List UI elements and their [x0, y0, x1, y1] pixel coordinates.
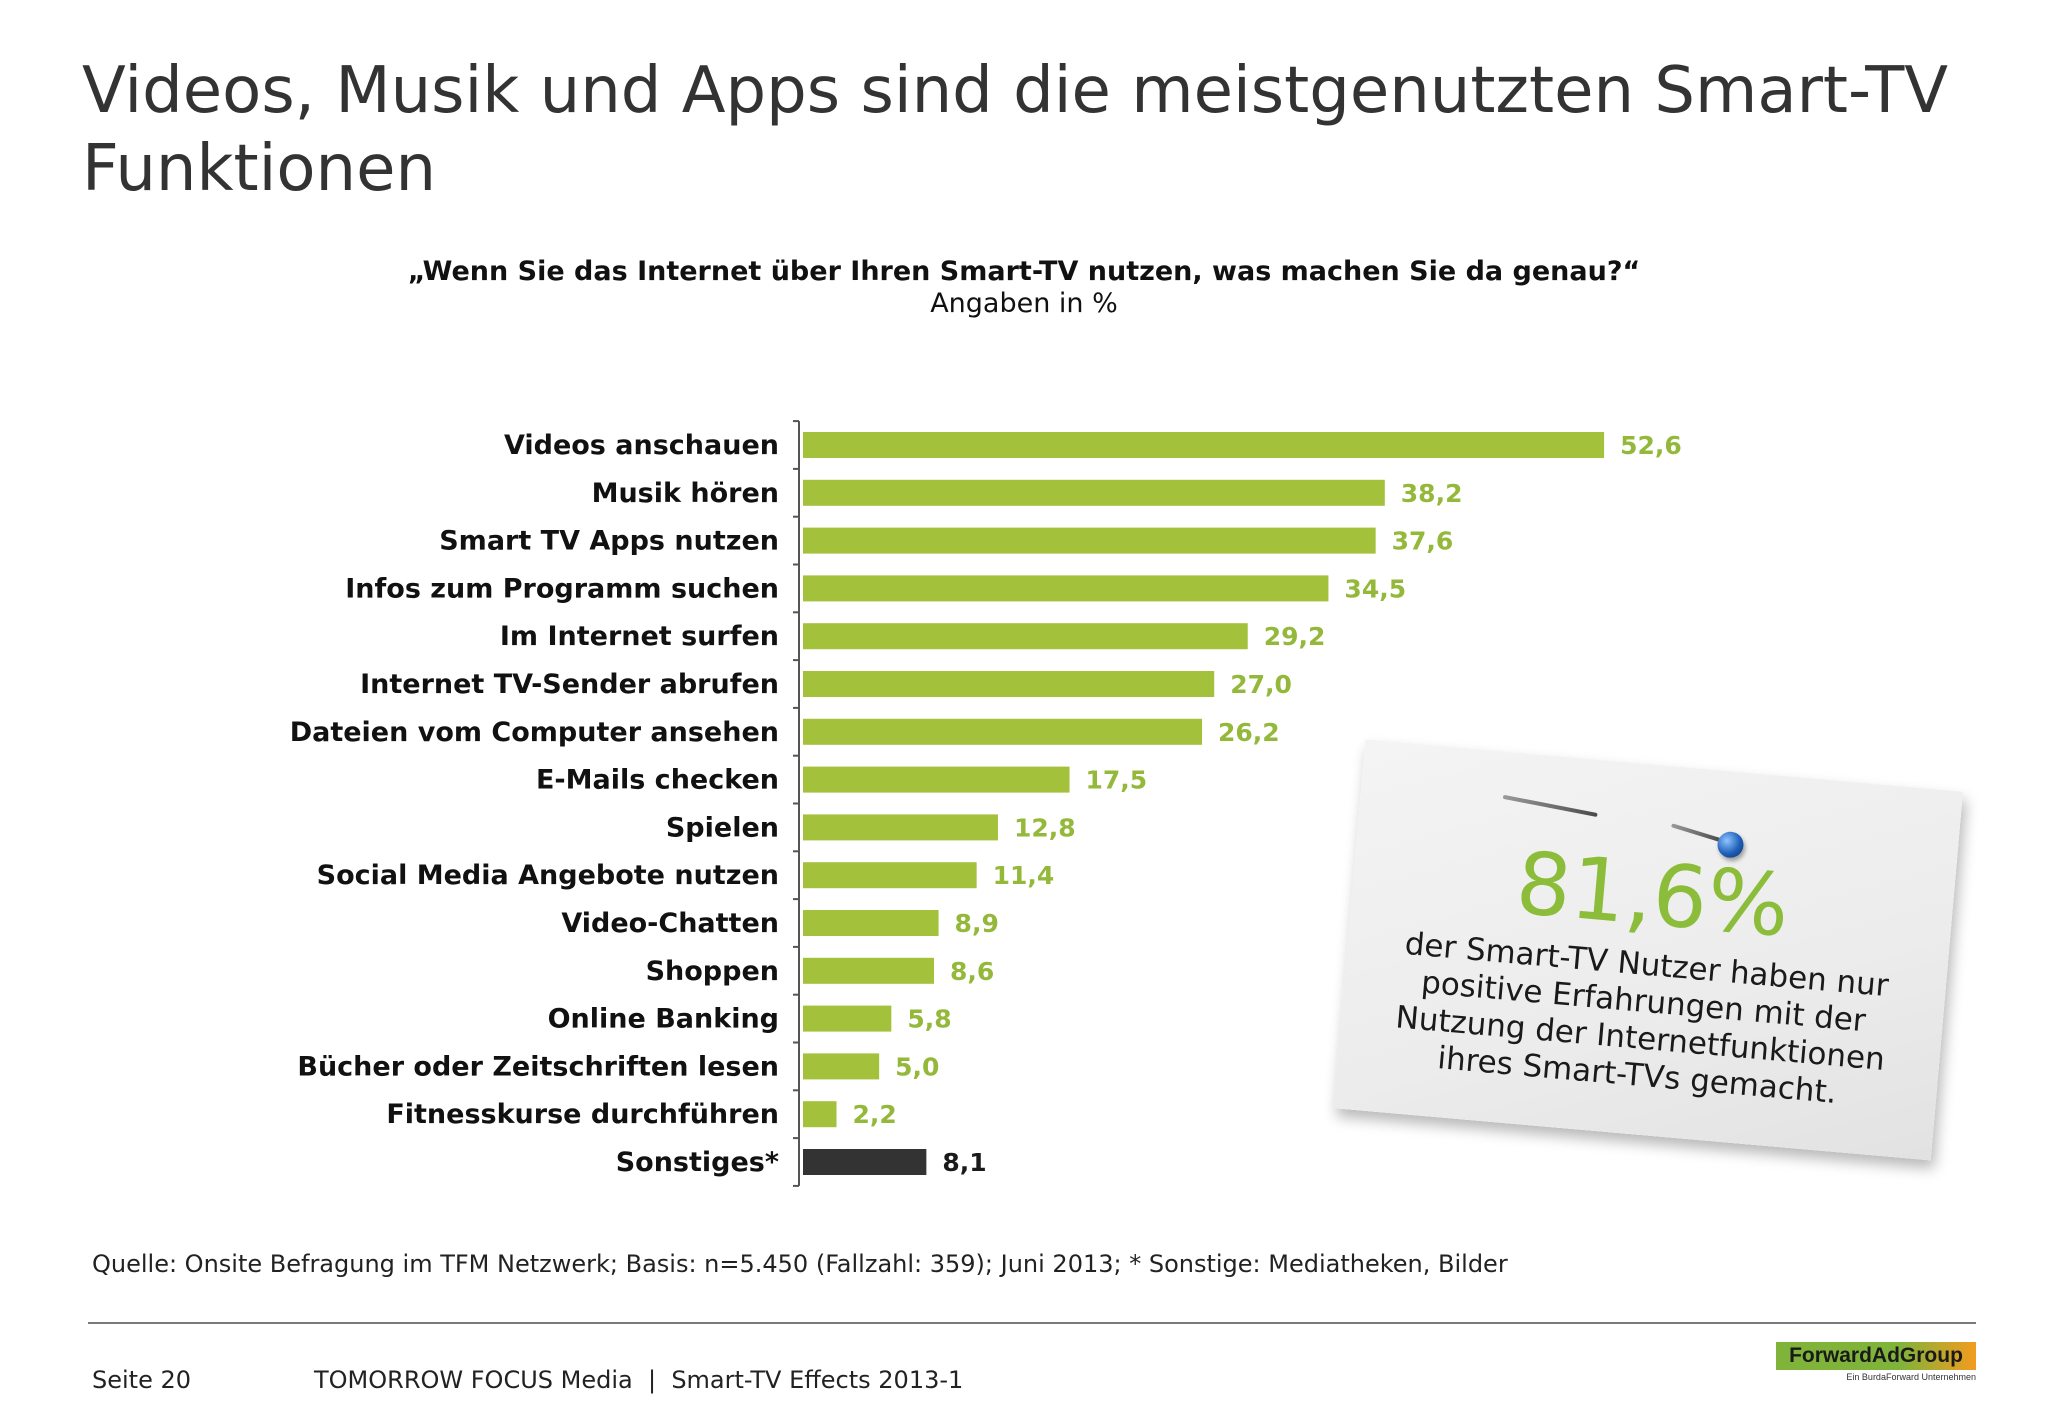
category-label: Video-Chatten	[561, 908, 779, 939]
bar	[803, 432, 1605, 458]
bar	[803, 623, 1248, 650]
category-label: Online Banking	[548, 1004, 779, 1035]
slide-title: Videos, Musik und Apps sind die meistgen…	[82, 54, 1949, 206]
chart-question: „Wenn Sie das Internet über Ihren Smart-…	[407, 256, 1641, 287]
bar	[803, 671, 1215, 697]
value-label: 34,5	[1344, 574, 1406, 603]
category-label: Smart TV Apps nutzen	[439, 526, 779, 557]
bar	[803, 862, 977, 889]
pin-needle-right	[1670, 823, 1722, 843]
bar	[803, 718, 1203, 745]
value-label: 5,0	[895, 1052, 939, 1081]
bar	[803, 1005, 892, 1032]
bar	[803, 1053, 880, 1080]
bar	[803, 766, 1070, 793]
value-label: 29,2	[1264, 622, 1326, 651]
chart-unit-label: Angaben in %	[930, 288, 1118, 319]
value-label: 11,4	[993, 861, 1055, 890]
category-label: Infos zum Programm suchen	[345, 573, 779, 604]
category-label: Fitnesskurse durchführen	[386, 1099, 779, 1130]
source-note: Quelle: Onsite Befragung im TFM Netzwerk…	[92, 1250, 1508, 1278]
bar	[803, 1101, 837, 1128]
category-label: Sonstiges*	[616, 1147, 779, 1178]
bar	[803, 814, 998, 841]
value-label: 5,8	[907, 1005, 951, 1034]
category-label: Social Media Angebote nutzen	[317, 860, 779, 891]
category-label: Musik hören	[592, 478, 779, 509]
category-label: Im Internet surfen	[500, 621, 779, 652]
category-label: Shoppen	[646, 956, 779, 987]
value-label: 27,0	[1230, 670, 1292, 699]
bar	[803, 957, 934, 984]
value-label: 17,5	[1086, 766, 1148, 795]
value-label: 2,2	[853, 1100, 897, 1129]
value-label: 8,9	[955, 909, 999, 938]
value-label: 8,6	[950, 957, 994, 986]
highlight-note-card: 81,6% der Smart-TV Nutzer haben nur posi…	[1333, 739, 1963, 1161]
footer-divider	[88, 1322, 1976, 1324]
bar	[803, 910, 939, 936]
bar	[803, 575, 1329, 602]
value-label: 8,1	[942, 1148, 986, 1177]
bar	[803, 527, 1376, 554]
value-label: 38,2	[1401, 479, 1463, 508]
value-label: 12,8	[1014, 813, 1076, 842]
bar	[803, 1149, 927, 1175]
category-label: Spielen	[666, 812, 779, 843]
category-label: Bücher oder Zeitschriften lesen	[297, 1051, 779, 1082]
company-logo-subline: Ein BurdaForward Unternehmen	[1846, 1372, 1976, 1382]
category-label: Internet TV-Sender abrufen	[360, 669, 779, 700]
category-label: Videos anschauen	[504, 430, 779, 461]
value-label: 37,6	[1392, 527, 1454, 556]
company-logo: ForwardAdGroup	[1776, 1342, 1976, 1370]
value-label: 52,6	[1620, 431, 1682, 460]
pin-needle-left	[1502, 794, 1598, 818]
category-label: Dateien vom Computer ansehen	[290, 717, 779, 748]
bar	[803, 479, 1385, 506]
category-label: E-Mails checken	[536, 765, 779, 796]
footer-label: TOMORROW FOCUS Media | Smart-TV Effects …	[314, 1366, 964, 1394]
value-label: 26,2	[1218, 718, 1280, 747]
page-number: Seite 20	[92, 1366, 192, 1394]
